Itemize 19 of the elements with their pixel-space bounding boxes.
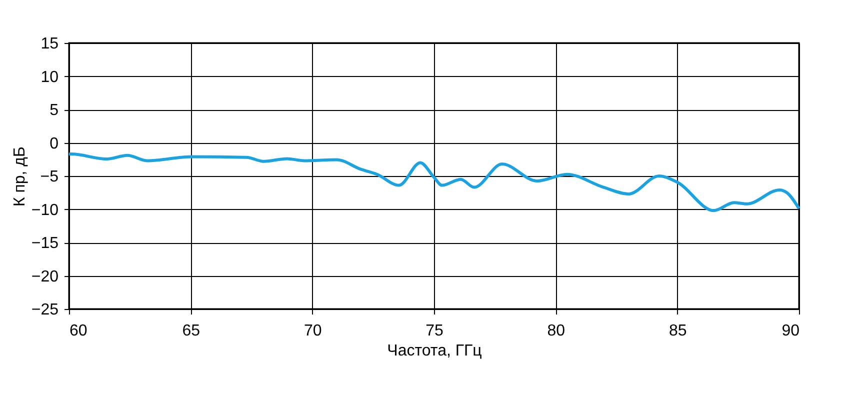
y-tick-label: −20 [31,268,59,286]
x-axis-title: Частота, ГГц [387,342,482,360]
y-tick-label: −15 [31,235,59,252]
y-tick-label: −10 [31,202,59,219]
x-tick-label: 80 [547,322,566,340]
y-tick-label: 10 [40,68,59,86]
x-tick-label: 60 [70,322,88,340]
y-tick-label: 15 [40,36,59,52]
y-axis-title: К пр, дБ [11,146,28,207]
x-tick-label: 90 [782,322,800,340]
y-tick-label: −25 [31,302,59,318]
x-tick-label: 65 [182,322,200,340]
line-series [68,152,800,212]
y-tick-label: −5 [40,168,59,186]
x-tick-label: 70 [304,322,322,340]
x-tick-label: 85 [668,322,687,340]
x-tick-label: 75 [426,322,444,340]
y-tick-label: 0 [50,135,59,152]
y-tick-label: 5 [50,102,59,119]
